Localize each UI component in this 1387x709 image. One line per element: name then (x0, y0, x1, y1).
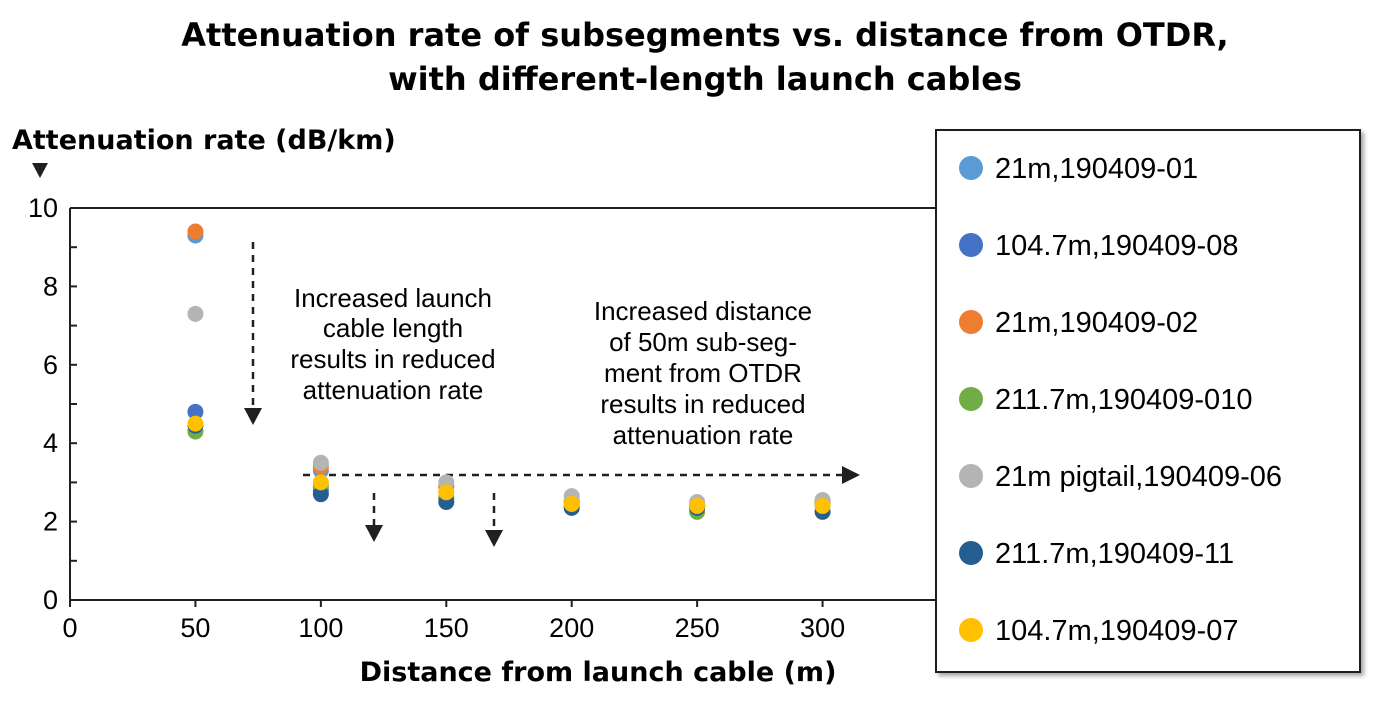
x-tick-label: 0 (62, 613, 77, 643)
legend-label: 21m pigtail,190409-06 (995, 461, 1282, 493)
legend-label: 21m,190409-02 (995, 307, 1198, 339)
arrow-drop-100-head (365, 525, 383, 542)
x-tick-label: 200 (549, 613, 594, 643)
data-point-series-5 (187, 305, 204, 322)
arrow-drop-150 (485, 493, 503, 547)
data-point-series-3 (187, 223, 204, 240)
x-tick-label: 300 (800, 613, 845, 643)
y-axis-title-arrow (32, 163, 48, 178)
arrow-launch-length-head (244, 408, 262, 425)
annotation-1-line-4: attenuation rate (303, 375, 484, 405)
legend-label: 104.7m,190409-07 (995, 615, 1238, 647)
annotation-2-line-3: ment from OTDR (604, 358, 802, 388)
y-tick-label: 6 (43, 350, 58, 380)
data-point-series-6 (312, 486, 329, 503)
y-tick-label: 8 (43, 271, 58, 301)
annotation-2-line-2: of 50m sub-seg- (609, 327, 797, 357)
legend-label: 104.7m,190409-08 (995, 230, 1238, 262)
y-tick-group: 0 2 4 6 8 10 (28, 193, 77, 615)
x-tick-label: 100 (298, 613, 343, 643)
x-tick-label: 150 (424, 613, 469, 643)
data-point-series-7 (563, 495, 580, 512)
data-point-series-7 (312, 474, 329, 491)
legend-label: 21m,190409-01 (995, 153, 1198, 185)
x-tick-group: 0 50 100 150 200 250 300 (62, 600, 845, 643)
chart-title-line-1: Attenuation rate of subsegments vs. dist… (181, 16, 1228, 54)
x-tick-label: 50 (180, 613, 210, 643)
legend-label: 211.7m,190409-11 (995, 538, 1234, 570)
annotation-2-line-5: attenuation rate (613, 420, 794, 450)
legend-marker (959, 387, 983, 411)
arrow-drop-150-head (485, 530, 503, 547)
data-points (187, 223, 831, 520)
annotation-1-line-3: results in reduced (290, 344, 495, 374)
legend-marker (959, 464, 983, 488)
arrow-distance-horizontal (303, 466, 860, 484)
y-tick-label: 10 (28, 193, 58, 223)
y-tick-label: 4 (43, 428, 58, 458)
arrow-launch-length (244, 242, 262, 425)
legend-label: 211.7m,190409-010 (995, 384, 1252, 416)
annotation-1-line-1: Increased launch (294, 283, 492, 313)
data-point-series-7 (438, 484, 455, 501)
legend: 21m,190409-01 104.7m,190409-08 21m,190409-… (959, 153, 1282, 647)
x-tick-label: 250 (675, 613, 720, 643)
x-axis-title: Distance from launch cable (m) (360, 657, 837, 688)
data-point-series-7 (814, 497, 831, 514)
annotation-1-line-2: cable length (323, 313, 463, 343)
legend-marker (959, 541, 983, 565)
y-tick-label: 0 (43, 585, 58, 615)
data-point-series-7 (689, 497, 706, 514)
chart-title-line-2: with different-length launch cables (388, 60, 1022, 98)
y-axis-title: Attenuation rate (dB/km) (12, 125, 396, 156)
legend-box (935, 129, 1361, 673)
annotation-subsegment-distance: Increased distance of 50m sub-seg- ment … (594, 296, 812, 450)
legend-marker (959, 618, 983, 642)
annotation-launch-length: Increased launch cable length results in… (290, 283, 495, 405)
annotation-2-line-4: results in reduced (600, 389, 805, 419)
legend-marker (959, 233, 983, 257)
data-point-series-2 (187, 403, 204, 420)
legend-marker (959, 156, 983, 180)
legend-marker (959, 310, 983, 334)
arrow-drop-100 (365, 493, 383, 542)
y-tick-label: 2 (43, 507, 58, 537)
data-point-series-5 (312, 454, 329, 471)
annotation-2-line-1: Increased distance (594, 296, 812, 326)
arrow-distance-head (842, 466, 860, 484)
data-point-series-7 (187, 415, 204, 432)
